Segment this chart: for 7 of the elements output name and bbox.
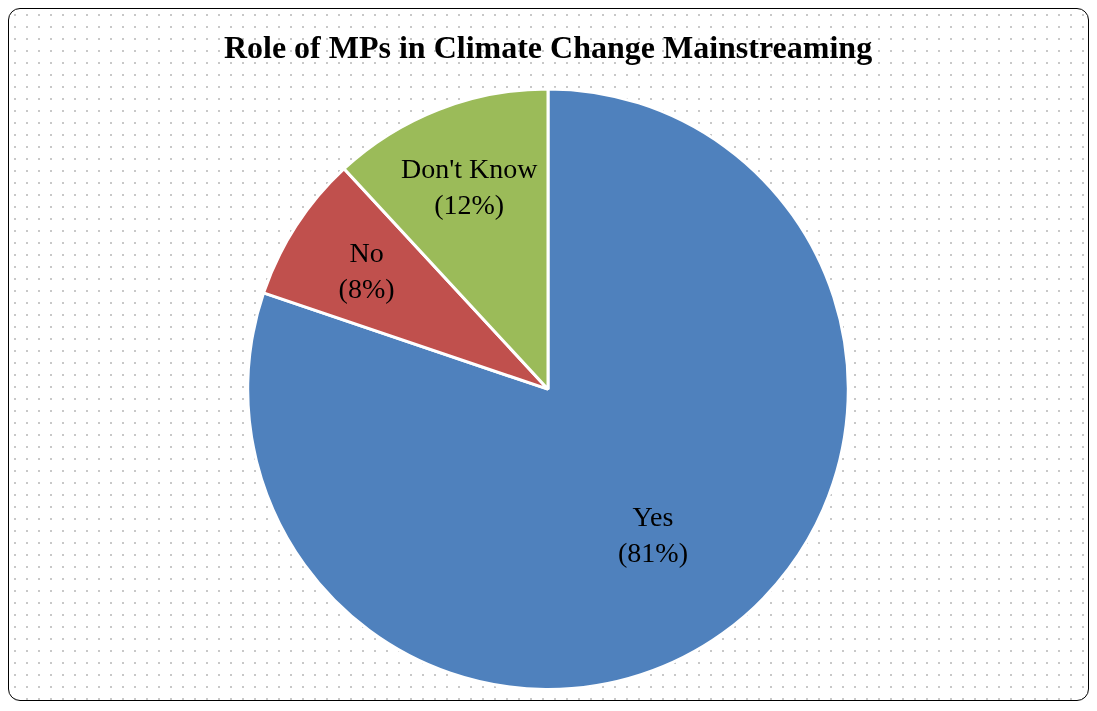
data-label: (12%): [434, 189, 505, 221]
data-label: (81%): [618, 536, 688, 568]
data-label: (8%): [338, 272, 395, 304]
slice-label: No: [349, 236, 384, 268]
chart-title: Role of MPs in Climate Change Mainstreaming: [223, 29, 873, 66]
slice-label: Yes: [632, 500, 674, 532]
slice-label: Don't Know: [400, 153, 539, 185]
